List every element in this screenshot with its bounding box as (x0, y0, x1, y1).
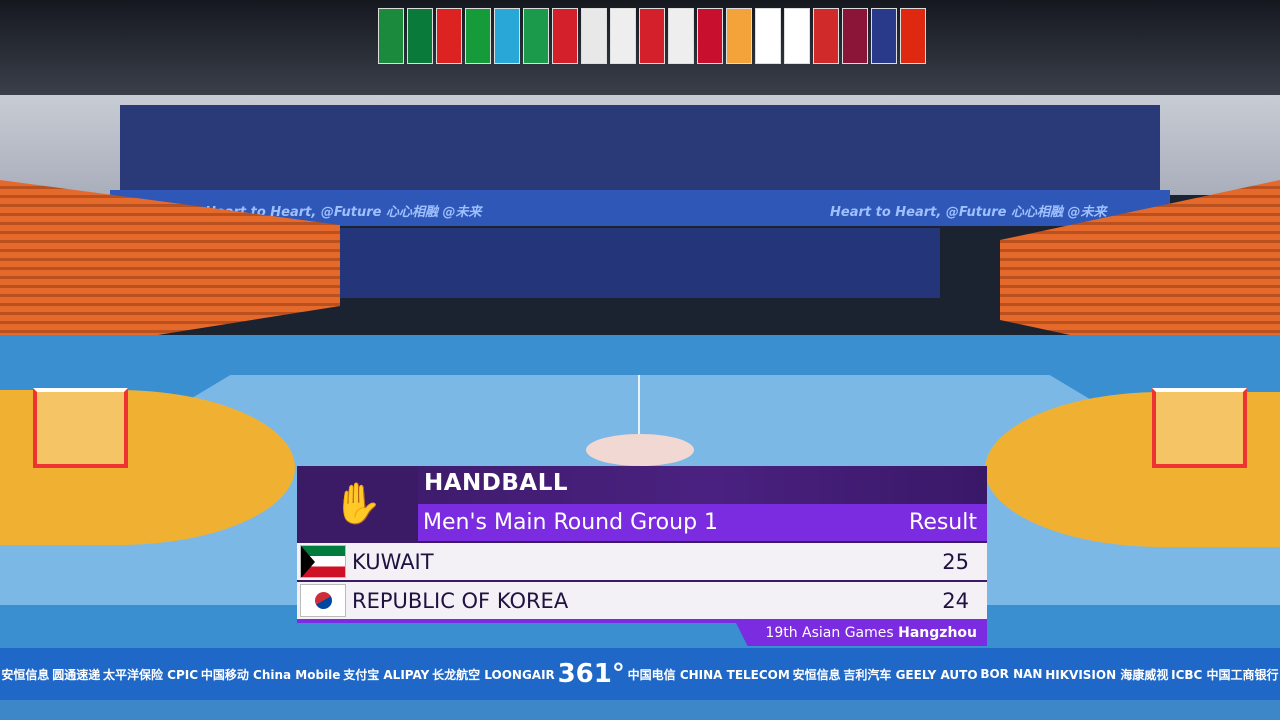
banner-text: Heart to Heart, @Future 心心相融 @未来 (205, 205, 482, 220)
middle-stands (340, 228, 940, 298)
team-name: REPUBLIC OF KOREA (352, 588, 569, 613)
event-bar: Men's Main Round Group 1 Result (418, 504, 987, 541)
team-score: 25 (942, 549, 969, 574)
sponsor: 长龙航空 LOONGAIR (432, 667, 555, 682)
upper-seats (120, 105, 1160, 190)
sponsor: 太平洋保险 CPIC (102, 667, 199, 682)
floor (0, 700, 1280, 720)
korea-flag-icon (300, 584, 346, 617)
right-goal-area (985, 392, 1280, 547)
sponsor-boards: 安恒信息 圆通速递 太平洋保险 CPIC 中国移动 China Mobile 支… (0, 648, 1280, 700)
team-name: KUWAIT (352, 549, 434, 574)
sponsor: HIKVISION 海康威视 (1045, 667, 1169, 682)
sport-title: HANDBALL (424, 470, 569, 496)
games-footer: 19th Asian Games Hangzhou (735, 621, 987, 646)
sponsor: 支付宝 ALIPAY (343, 667, 430, 682)
flags-row (378, 8, 926, 64)
center-logo (586, 434, 694, 466)
games-name: 19th Asian Games (765, 625, 894, 641)
kuwait-flag-icon (300, 545, 346, 578)
divider (297, 541, 987, 543)
sponsor: ICBC 中国工商银行 (1171, 667, 1279, 682)
host-city: Hangzhou (898, 625, 977, 641)
sponsor: 361° (557, 659, 625, 689)
sponsor: 中国移动 China Mobile (200, 667, 341, 682)
handball-pictogram-icon: ✋ (297, 466, 418, 542)
sponsor: 吉利汽车 GEELY AUTO (843, 667, 978, 682)
sponsor: BOR NAN (980, 667, 1043, 681)
divider (297, 580, 987, 582)
team-row: KUWAIT 25 (297, 543, 987, 580)
sponsor: 安恒信息 (792, 667, 841, 682)
left-goal (33, 388, 128, 468)
team-score: 24 (942, 588, 969, 613)
team-row: REPUBLIC OF KOREA 24 (297, 582, 987, 619)
right-goal (1152, 388, 1247, 468)
result-label: Result (909, 510, 977, 535)
sponsor: 圆通速递 (52, 667, 101, 682)
center-line (638, 375, 640, 465)
banner-text: Heart to Heart, @Future 心心相融 @未来 (830, 205, 1107, 220)
overlay-footer-line (297, 619, 987, 623)
event-name: Men's Main Round Group 1 (423, 510, 719, 535)
sponsor: 中国电信 CHINA TELECOM (627, 667, 790, 682)
sponsor: 安恒信息 (1, 667, 50, 682)
